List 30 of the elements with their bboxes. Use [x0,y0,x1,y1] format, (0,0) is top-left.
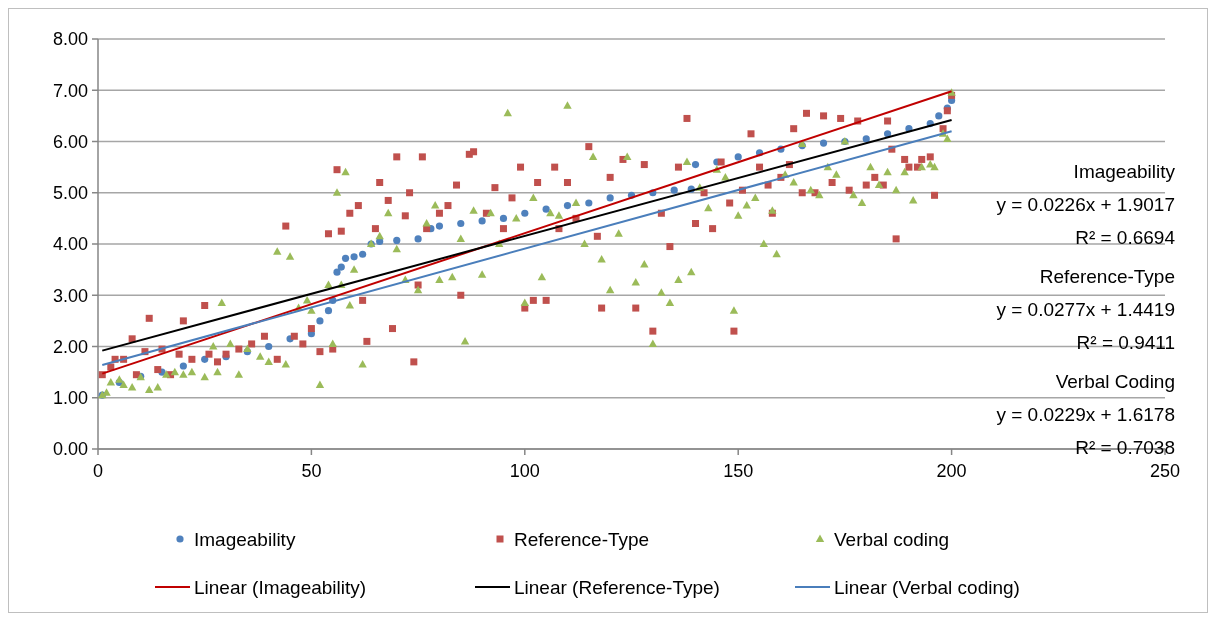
x-tick-label: 250 [1149,461,1181,481]
annotation: Verbal Coding [1055,370,1175,392]
legend-label: Imageability [194,528,296,550]
y-tick-label: 8.00 [52,29,88,50]
y-tick-label: 2.00 [52,336,88,357]
y-tick-label: 5.00 [52,183,88,204]
y-tick-label: 7.00 [52,80,88,101]
x-tick-label: 50 [301,461,322,481]
legend-label: Linear (Imageability) [194,576,367,598]
x-tick-label: 150 [723,461,754,481]
y-tick-label: 3.00 [52,285,88,306]
x-tick-label: 0 [92,461,104,481]
legend-label: Linear (Verbal coding) [834,576,1020,598]
annotation: y = 0.0277x + 1.4419 [996,298,1175,320]
x-tick-label: 100 [509,461,540,481]
annotation: R² = 0.9411 [1076,331,1175,353]
y-tick-label: 6.00 [52,131,88,152]
annotation: Reference-Type [1039,265,1175,287]
legend-label: Linear (Reference-Type) [514,576,720,598]
legend-label: Reference-Type [514,528,650,550]
x-tick-label: 200 [936,461,967,481]
annotation: y = 0.0229x + 1.6178 [996,403,1175,425]
annotation: R² = 0.7038 [1075,436,1175,458]
y-tick-label: 0.00 [52,439,88,460]
annotation: Imageability [1073,160,1176,182]
y-tick-label: 1.00 [52,388,88,409]
annotation: y = 0.0226x + 1.9017 [996,193,1175,215]
annotation: R² = 0.6694 [1075,226,1176,248]
y-tick-label: 4.00 [52,234,88,255]
legend-label: Verbal coding [834,528,950,550]
